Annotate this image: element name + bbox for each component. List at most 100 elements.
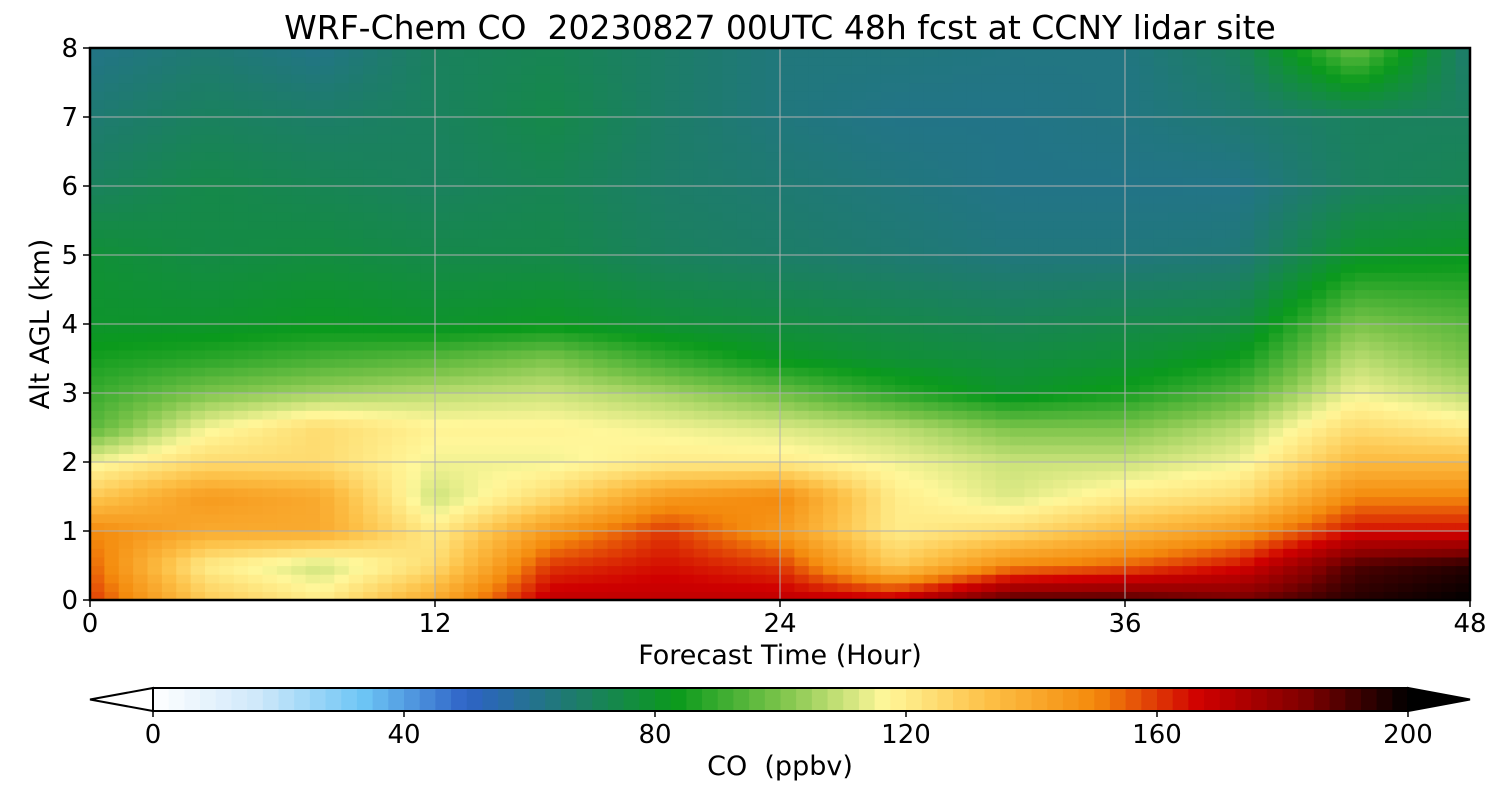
heatmap-cell [593,427,609,437]
heatmap-cell [1010,591,1025,600]
heatmap-cell [233,410,249,420]
heatmap-cell [435,229,450,239]
heatmap-cell [851,306,867,316]
heatmap-cell [722,272,738,282]
heatmap-cell [305,349,321,360]
heatmap-cell [262,591,278,600]
heatmap-cell [377,203,393,213]
heatmap-cell [679,531,695,541]
heatmap-cell [435,315,450,325]
heatmap-cell [981,367,997,377]
heatmap-cell [923,418,939,429]
heatmap-cell [1326,255,1342,265]
heatmap-cell [1196,246,1212,256]
heatmap-cell [1053,436,1069,446]
heatmap-cell [765,582,781,592]
heatmap-cell [1441,487,1457,498]
heatmap-cell [1110,341,1126,351]
heatmap-cell [1038,220,1054,230]
heatmap-cell [1455,565,1470,575]
heatmap-cell [320,367,335,377]
heatmap-cell [133,548,149,558]
heatmap-cell [866,591,882,600]
heatmap-cell [636,582,652,592]
heatmap-cell [420,324,436,334]
heatmap-cell [449,237,465,247]
heatmap-cell [1268,418,1284,429]
heatmap-cell [722,565,738,575]
heatmap-cell [118,418,134,429]
heatmap-cell [219,582,235,592]
heatmap-cell [607,410,623,420]
heatmap-cell [262,151,278,161]
heatmap-cell [578,556,594,567]
heatmap-cell [722,479,738,489]
heatmap-cell [1383,272,1399,282]
heatmap-cell [679,393,695,403]
heatmap-cell [1196,280,1212,291]
heatmap-cell [133,211,149,222]
heatmap-cell [492,211,508,222]
heatmap-cell [205,565,220,575]
heatmap-cell [1412,341,1428,351]
heatmap-cell [1283,436,1299,446]
heatmap-cell [1225,237,1241,247]
heatmap-cell [550,565,565,575]
heatmap-cell [320,203,335,213]
heatmap-cell [578,280,594,291]
heatmap-cell [550,427,565,437]
heatmap-cell [248,237,264,247]
heatmap-cell [1355,462,1370,472]
heatmap-cell [621,186,637,196]
heatmap-cell [1038,186,1054,196]
heatmap-cell [118,462,134,472]
heatmap-cell [1225,582,1241,592]
heatmap-cell [1168,410,1184,420]
heatmap-cell [650,479,666,489]
heatmap-cell [1096,436,1112,446]
heatmap-cell [420,151,436,161]
heatmap-cell [1254,556,1270,567]
heatmap-cell [1196,556,1212,567]
heatmap-cell [650,203,666,213]
heatmap-cell [435,410,450,420]
heatmap-cell [1355,418,1370,429]
heatmap-cell [1340,418,1356,429]
heatmap-cell [348,151,364,161]
heatmap-cell [751,522,767,532]
heatmap-cell [104,470,120,480]
heatmap-cell [765,203,781,213]
heatmap-cell [248,203,264,213]
heatmap-cell [492,496,508,506]
heatmap-cell [751,556,767,567]
heatmap-cell [1053,177,1069,187]
heatmap-cell [751,436,767,446]
heatmap-cell [665,168,680,178]
heatmap-cell [578,496,594,506]
heatmap-cell [837,496,853,506]
heatmap-cell [1053,582,1069,592]
heatmap-cell [693,539,709,549]
heatmap-cell [1038,272,1054,282]
heatmap-cell [1297,418,1313,429]
heatmap-cell [966,548,982,558]
heatmap-cell [866,556,882,567]
heatmap-cell [1053,487,1069,498]
heatmap-cell [995,556,1011,567]
heatmap-cell [90,298,105,308]
heatmap-cell [1125,453,1140,463]
heatmap-cell [578,324,594,334]
heatmap-cell [1412,539,1428,549]
heatmap-cell [1254,531,1270,541]
heatmap-cell [1125,332,1140,342]
heatmap-cell [535,393,551,403]
heatmap-cell [190,539,206,549]
heatmap-cell [219,203,235,213]
heatmap-cell [823,418,839,429]
heatmap-cell [679,556,695,567]
heatmap-cell [1268,410,1284,420]
heatmap-cell [478,160,494,170]
heatmap-cell [722,531,738,541]
heatmap-cell [161,367,177,377]
heatmap-cell [1225,453,1241,463]
